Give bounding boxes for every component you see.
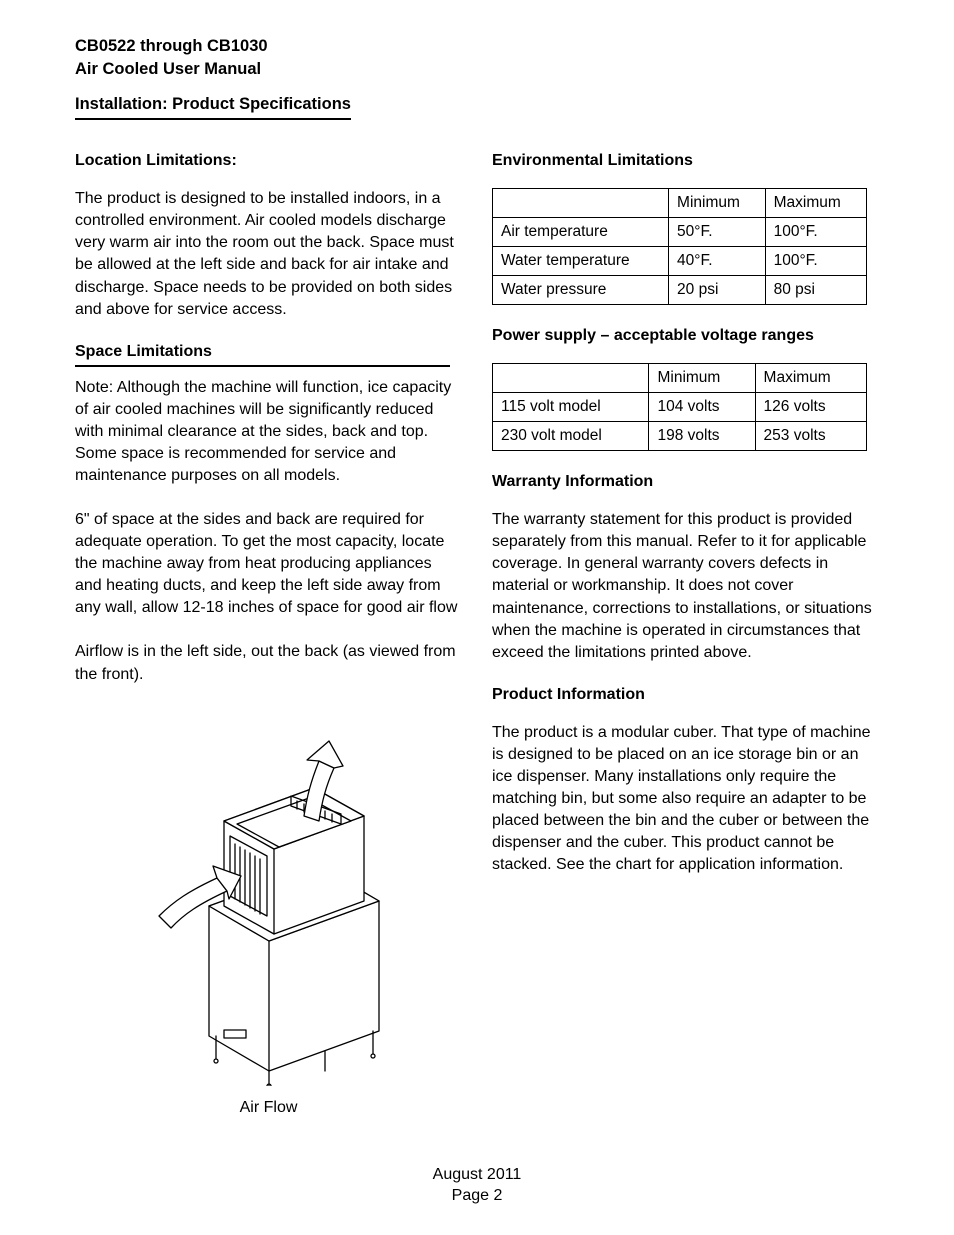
table-cell: Minimum	[669, 189, 766, 218]
space-limitations-para2: 6" of space at the sides and back are re…	[75, 509, 462, 619]
table-cell: 100°F.	[765, 218, 867, 247]
table-cell: 80 psi	[765, 276, 867, 305]
table-row: Air temperature 50°F. 100°F.	[493, 218, 867, 247]
product-info-body: The product is a modular cuber. That typ…	[492, 722, 879, 877]
table-cell: 104 volts	[649, 393, 755, 422]
environmental-limitations-table: Minimum Maximum Air temperature 50°F. 10…	[492, 188, 867, 305]
page: CB0522 through CB1030 Air Cooled User Ma…	[0, 0, 954, 1235]
table-cell: 115 volt model	[493, 393, 649, 422]
footer-page: Page 2	[452, 1187, 503, 1204]
table-cell: 50°F.	[669, 218, 766, 247]
airflow-diagram-icon	[129, 716, 409, 1086]
table-cell: 100°F.	[765, 247, 867, 276]
table-cell: Water temperature	[493, 247, 669, 276]
table-cell: 253 volts	[755, 422, 867, 451]
warranty-heading: Warranty Information	[492, 473, 879, 491]
table-cell: 198 volts	[649, 422, 755, 451]
table-cell	[493, 189, 669, 218]
table-cell: Air temperature	[493, 218, 669, 247]
table-cell: 230 volt model	[493, 422, 649, 451]
table-cell: 126 volts	[755, 393, 867, 422]
footer-date: August 2011	[433, 1166, 522, 1183]
space-limitations-para3: Airflow is in the left side, out the bac…	[75, 641, 462, 685]
section-title: Installation: Product Specifications	[75, 95, 351, 120]
space-limitations-note: Note: Although the machine will function…	[75, 377, 462, 487]
space-limitations-heading: Space Limitations	[75, 343, 462, 361]
product-info-heading: Product Information	[492, 686, 879, 704]
table-row: Minimum Maximum	[493, 364, 867, 393]
table-cell: 40°F.	[669, 247, 766, 276]
table-cell	[493, 364, 649, 393]
airflow-figure: Air Flow	[75, 716, 462, 1117]
title-line-1: CB0522 through CB1030	[75, 37, 268, 55]
section-title-wrap: Installation: Product Specifications	[75, 95, 879, 138]
left-column: Location Limitations: The product is des…	[75, 152, 462, 1116]
location-limitations-body: The product is designed to be installed …	[75, 188, 462, 320]
title-line-2: Air Cooled User Manual	[75, 60, 261, 78]
table-row: 230 volt model 198 volts 253 volts	[493, 422, 867, 451]
table-cell: Maximum	[765, 189, 867, 218]
location-limitations-heading: Location Limitations:	[75, 152, 462, 170]
figure-caption: Air Flow	[75, 1099, 462, 1117]
table-row: 115 volt model 104 volts 126 volts	[493, 393, 867, 422]
power-supply-heading: Power supply – acceptable voltage ranges	[492, 327, 879, 345]
table-row: Minimum Maximum	[493, 189, 867, 218]
warranty-body: The warranty statement for this product …	[492, 509, 879, 664]
table-cell: Maximum	[755, 364, 867, 393]
horizontal-rule	[75, 365, 450, 367]
table-row: Water pressure 20 psi 80 psi	[493, 276, 867, 305]
two-column-layout: Location Limitations: The product is des…	[75, 152, 879, 1116]
page-footer: August 2011 Page 2	[0, 1164, 954, 1207]
table-cell: Minimum	[649, 364, 755, 393]
table-cell: Water pressure	[493, 276, 669, 305]
right-column: Environmental Limitations Minimum Maximu…	[492, 152, 879, 1116]
table-row: Water temperature 40°F. 100°F.	[493, 247, 867, 276]
table-cell: 20 psi	[669, 276, 766, 305]
environmental-limitations-heading: Environmental Limitations	[492, 152, 879, 170]
document-title: CB0522 through CB1030 Air Cooled User Ma…	[75, 35, 879, 81]
power-supply-table: Minimum Maximum 115 volt model 104 volts…	[492, 363, 867, 451]
